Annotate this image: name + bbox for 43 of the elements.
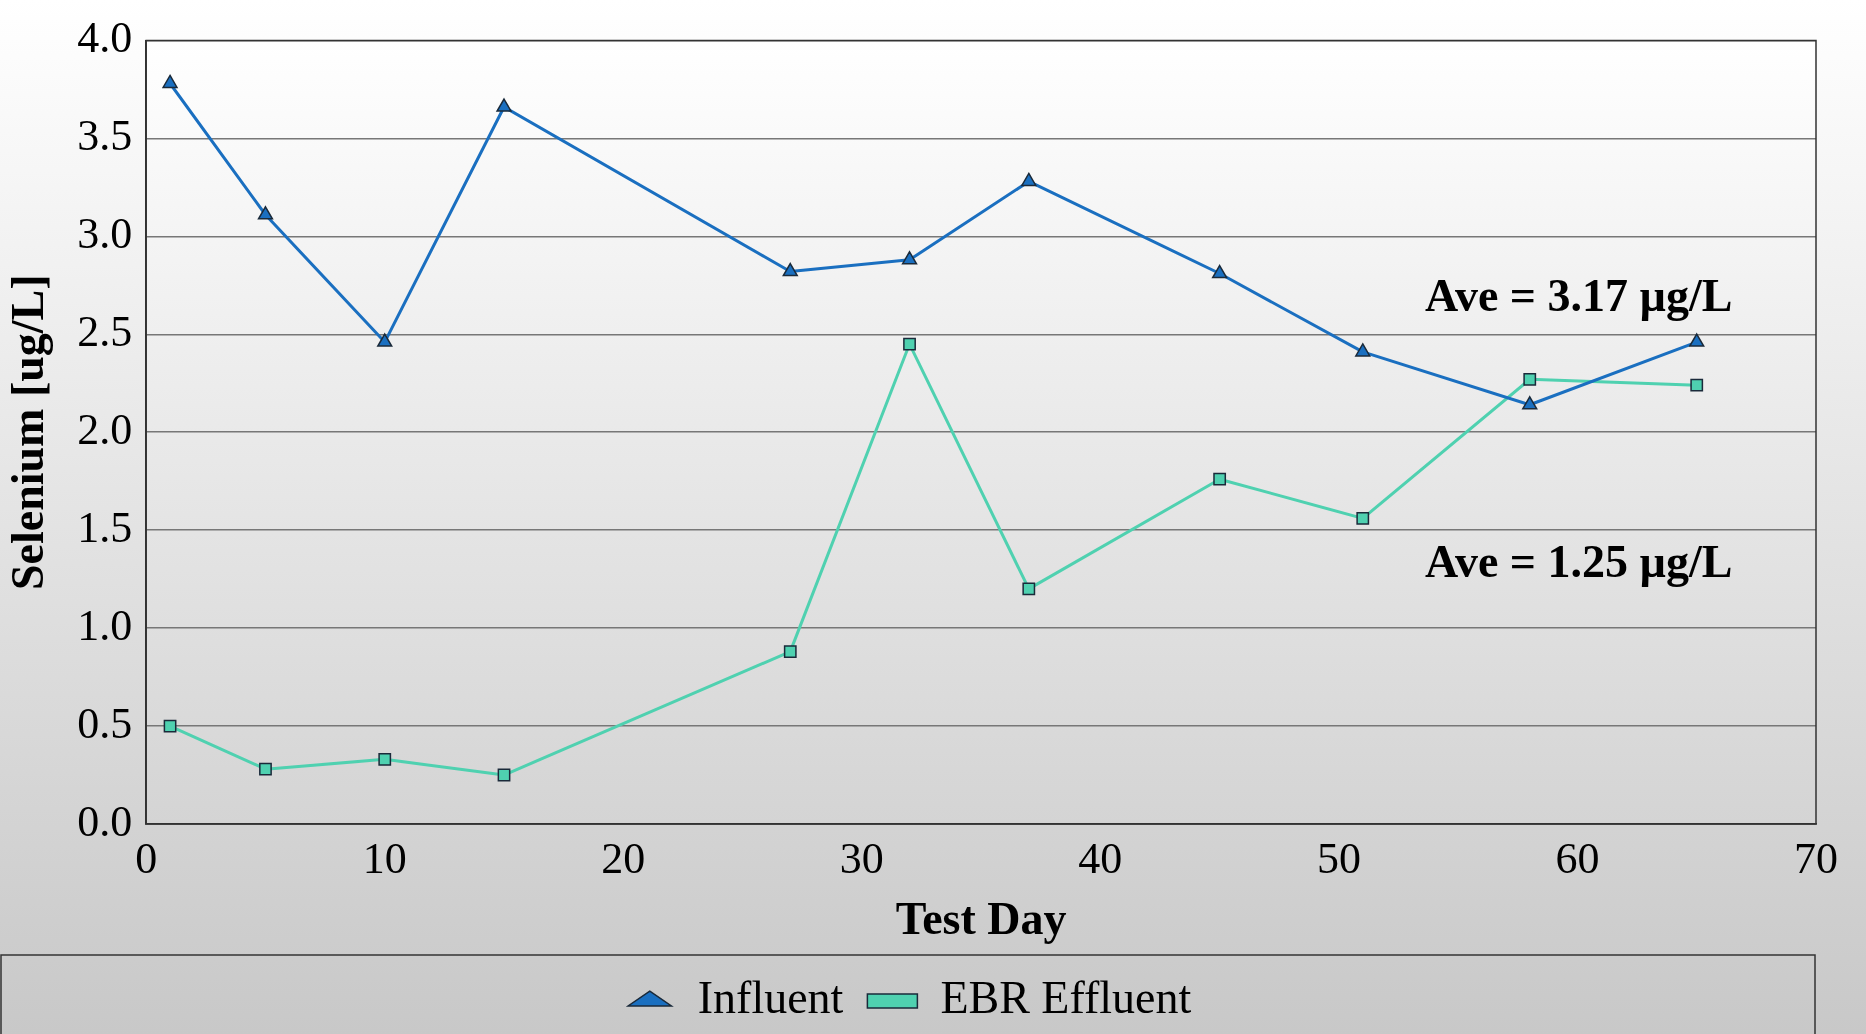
x-tick-label: 20 xyxy=(601,833,646,883)
point xyxy=(1021,172,1037,187)
x-tick-label: 30 xyxy=(839,833,884,883)
y-tick-label: 4.0 xyxy=(77,12,133,62)
annotation: Ave = 1.25 µg/L xyxy=(1425,536,1733,588)
point xyxy=(378,752,392,766)
x-tick-label: 40 xyxy=(1078,833,1123,883)
point xyxy=(259,762,272,776)
y-axis-title: Selenium [ug/L] xyxy=(2,274,54,591)
annotation: Ave = 3.17 µg/L xyxy=(1425,269,1733,321)
y-tick-label: 1.5 xyxy=(77,502,133,552)
x-tick-label: 50 xyxy=(1316,833,1361,883)
legend-label: EBR Effluent xyxy=(940,972,1192,1024)
legend-label: Influent xyxy=(697,972,844,1024)
point xyxy=(162,74,178,89)
y-tick-label: 3.5 xyxy=(77,110,133,160)
y-tick-label: 2.0 xyxy=(77,404,133,454)
point xyxy=(903,337,916,351)
point xyxy=(257,206,274,220)
point xyxy=(496,98,512,112)
point xyxy=(1690,378,1704,392)
point xyxy=(377,333,393,347)
point xyxy=(782,262,798,277)
point xyxy=(1211,264,1228,279)
point xyxy=(901,251,918,265)
point xyxy=(1355,343,1371,357)
y-tick-label: 2.5 xyxy=(77,306,133,356)
point xyxy=(1689,333,1705,347)
x-tick-label: 0 xyxy=(135,833,158,883)
point xyxy=(1523,372,1537,386)
point xyxy=(1522,396,1538,410)
point xyxy=(1356,511,1370,525)
y-tick-label: 1.0 xyxy=(77,600,133,650)
point xyxy=(783,645,797,659)
x-tick-label: 10 xyxy=(362,833,407,883)
point xyxy=(1022,582,1036,596)
y-tick-label: 0.5 xyxy=(77,698,133,748)
y-tick-label: 0.0 xyxy=(77,796,133,846)
x-axis-title: Test Day xyxy=(895,893,1067,945)
y-tick-label: 3.0 xyxy=(77,208,133,258)
x-tick-label: 70 xyxy=(1794,833,1838,883)
x-tick-label: 60 xyxy=(1555,833,1600,883)
point xyxy=(1213,472,1227,486)
